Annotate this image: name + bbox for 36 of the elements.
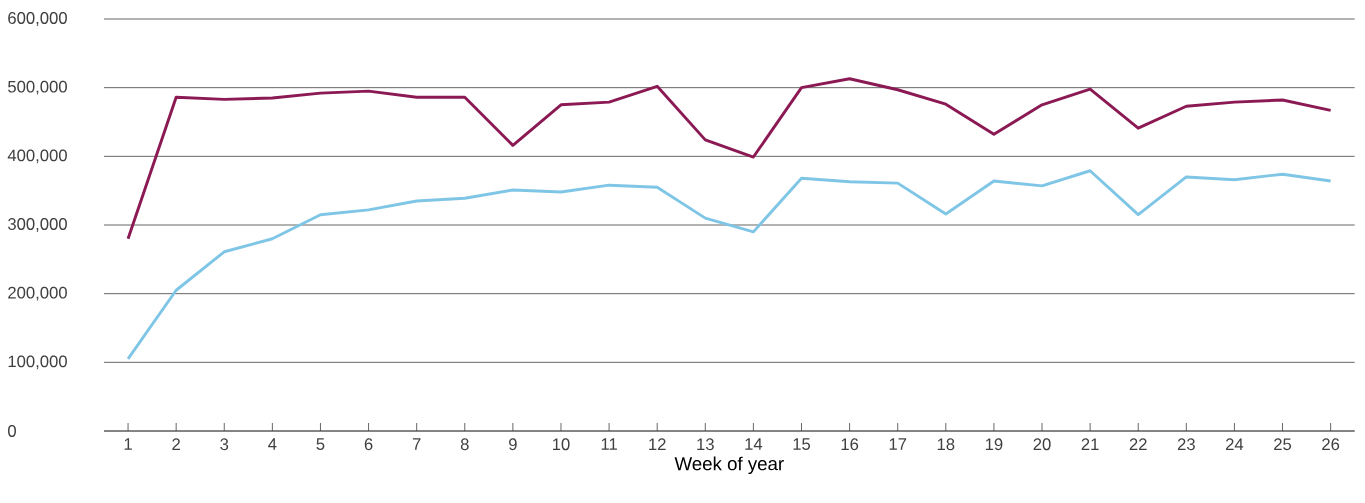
line-series [126,169,1333,361]
x-tick-label: 15 [793,438,811,450]
x-tick-label: 23 [1177,438,1195,451]
x-tick-label: 1 [124,438,132,450]
y-tick-label: 100,000 [8,355,67,370]
x-tick-label: 2 [172,438,180,450]
line-series [126,77,1333,241]
x-tick-label: 3 [220,438,229,451]
y-tick-label: 300,000 [7,218,67,232]
x-tick-label: 24 [1225,438,1244,450]
y-tick-label: 200,000 [8,286,67,301]
x-tick-label: 5 [316,438,325,450]
x-tick-label: 11 [601,438,617,450]
y-tick-label: 600,000 [8,12,67,26]
x-tick-label: 13 [697,438,714,451]
x-axis-title: Week of year [674,456,784,475]
x-tick-label: 17 [889,438,907,450]
x-tick-label: 19 [985,438,1003,451]
x-tick-label: 26 [1322,438,1340,451]
x-tick-label: 9 [509,438,517,451]
x-tick-label: 22 [1129,438,1147,450]
y-tick-label: 0 [8,425,16,437]
x-tick-label: 7 [412,438,421,450]
x-tick-label: 20 [1033,438,1051,451]
x-tick-label: 8 [460,438,469,451]
x-tick-label: 21 [1081,438,1099,450]
x-tick-label: 14 [745,438,763,450]
x-tick-label: 18 [937,438,955,451]
x-tick-label: 4 [268,438,277,450]
x-tick-label: 12 [649,438,666,450]
x-tick-label: 10 [552,438,570,451]
x-tick-label: 16 [841,438,859,451]
y-tick-label: 500,000 [8,80,67,95]
x-tick-label: 25 [1274,438,1292,451]
y-tick-label: 400,000 [7,149,67,164]
x-tick-label: 6 [364,438,373,451]
